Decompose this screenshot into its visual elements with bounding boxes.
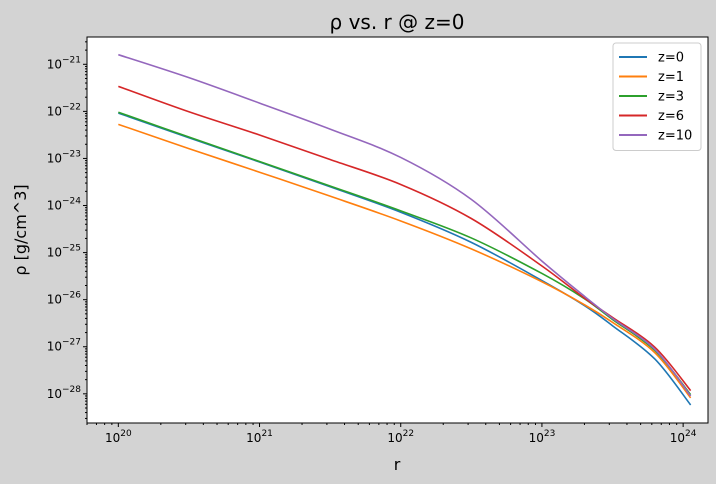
- x-tick-label: 1024: [670, 429, 697, 445]
- legend: z=0 z=1 z=3 z=6 z=10: [612, 42, 702, 151]
- legend-label: z=0: [658, 51, 684, 66]
- y-tick-label: 10−24: [47, 197, 82, 213]
- y-tick-label: 10−27: [47, 338, 81, 354]
- x-tick-label: 1020: [105, 429, 132, 445]
- plot-area: [86, 36, 709, 424]
- series-line-z-10: [118, 53, 692, 397]
- series-line-z-3: [118, 111, 692, 396]
- x-tick-label: 1022: [387, 429, 414, 445]
- chart-title: ρ vs. r @ z=0: [330, 10, 465, 34]
- legend-box: [612, 42, 702, 151]
- y-axis: 10−28 10−27 10−26 10−25 10−24 10−23 10−22 10−21: [47, 41, 87, 419]
- series-line-z-1: [118, 123, 692, 399]
- series-lines: [118, 53, 692, 406]
- y-tick-label: 10−22: [47, 102, 81, 118]
- y-tick-label: 10−23: [47, 149, 81, 165]
- legend-label: z=10: [658, 129, 692, 144]
- x-tick-label: 1023: [529, 429, 556, 445]
- series-line-z-6: [118, 85, 692, 392]
- x-axis: 1020 1021 1022 1023 1024: [86, 423, 697, 445]
- legend-label: z=3: [658, 90, 684, 105]
- x-tick-label: 1021: [246, 429, 273, 445]
- legend-label: z=1: [658, 70, 684, 85]
- y-axis-label: ρ [g/cm^3]: [11, 184, 30, 275]
- y-tick-label: 10−26: [47, 291, 82, 307]
- legend-label: z=6: [658, 109, 684, 124]
- x-axis-label: r: [394, 455, 401, 474]
- y-tick-label: 10−21: [47, 55, 81, 71]
- y-tick-label: 10−25: [47, 244, 81, 260]
- y-tick-label: 10−28: [47, 385, 82, 401]
